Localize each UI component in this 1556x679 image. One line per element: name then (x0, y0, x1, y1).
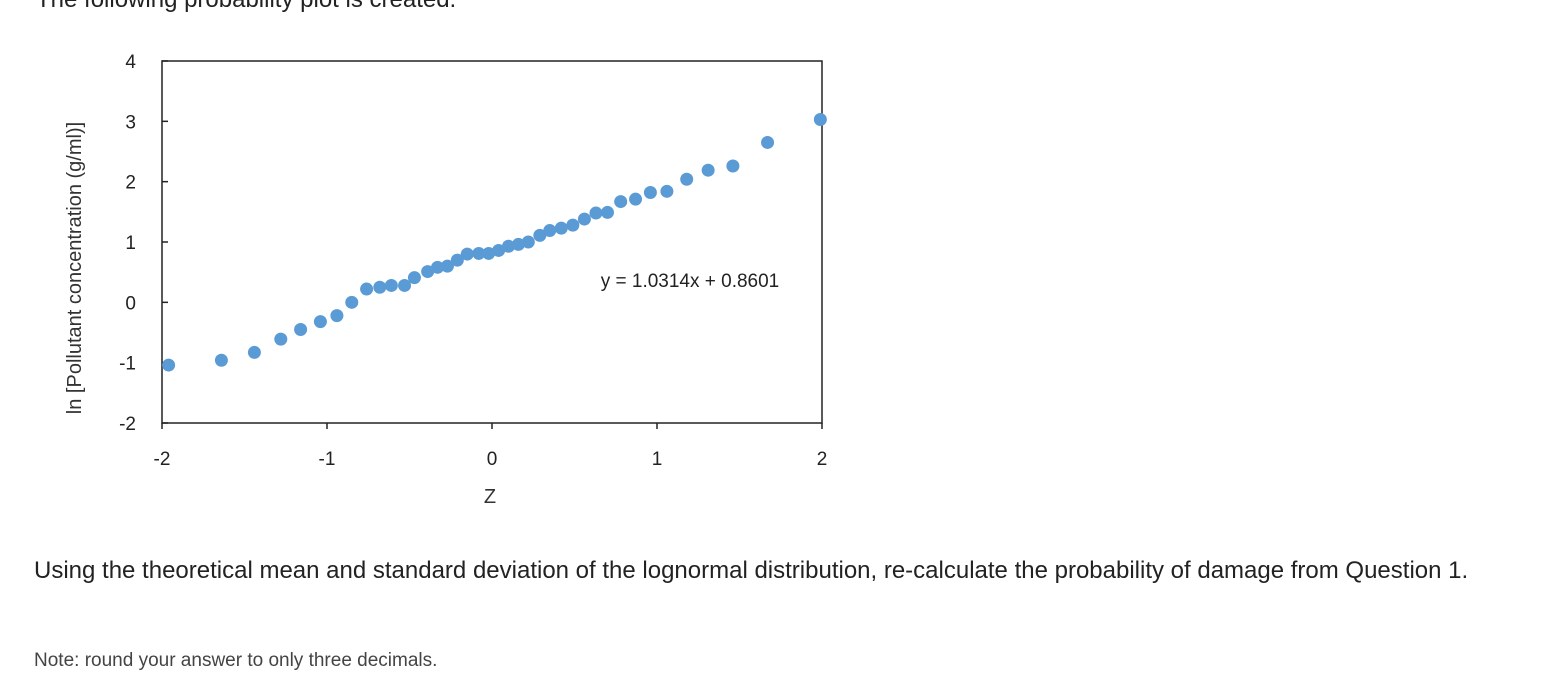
data-point (214, 353, 228, 367)
x-tick-label: 1 (652, 449, 663, 470)
data-point (589, 206, 603, 220)
data-point (294, 322, 308, 336)
x-axis-label: Z (484, 486, 496, 508)
data-point (660, 184, 674, 198)
data-point (162, 358, 176, 372)
data-point (472, 246, 486, 260)
data-point (492, 243, 506, 257)
x-tick-label: 0 (487, 449, 498, 470)
data-point (701, 163, 715, 177)
data-point (502, 239, 515, 253)
x-tick-label: -1 (319, 449, 336, 470)
y-tick-label: 2 (125, 173, 136, 194)
data-point (813, 113, 827, 127)
data-point (431, 260, 445, 274)
intro-text: The following probability plot is create… (36, 0, 456, 14)
data-point (521, 235, 535, 249)
data-point (440, 259, 454, 273)
data-point (554, 221, 568, 235)
data-point (680, 172, 694, 186)
data-point (407, 271, 421, 285)
data-point (450, 253, 464, 267)
x-tick-label: 2 (817, 449, 828, 470)
question-text: Using the theoretical mean and standard … (34, 557, 1469, 584)
y-tick-label: 4 (125, 52, 136, 73)
data-point (643, 186, 657, 200)
data-point (511, 237, 525, 251)
data-point (726, 159, 740, 173)
data-point (614, 195, 628, 209)
y-tick-label: -1 (119, 354, 136, 375)
data-point (543, 224, 557, 238)
data-point (360, 282, 374, 296)
y-axis-label: ln [Pollutant concentration (g/ml)] (64, 122, 86, 414)
data-point (460, 247, 474, 261)
y-tick-label: -2 (119, 414, 136, 435)
data-point (345, 295, 359, 309)
data-point (761, 135, 775, 149)
data-point (629, 192, 643, 206)
trendline-equation: y = 1.0314x + 0.8601 (601, 271, 780, 292)
y-tick-label: 0 (125, 293, 136, 314)
data-point (421, 265, 435, 279)
data-point (330, 309, 344, 323)
data-point (247, 345, 261, 359)
data-point (373, 280, 387, 294)
data-point (566, 218, 580, 232)
data-point (313, 315, 327, 329)
data-point (398, 278, 412, 292)
note-text: Note: round your answer to only three de… (34, 650, 438, 671)
data-point (533, 228, 547, 242)
y-tick-label: 3 (125, 112, 136, 133)
data-point (601, 205, 614, 219)
y-tick-label: 1 (125, 233, 136, 254)
data-point (274, 332, 288, 346)
data-point (482, 246, 496, 260)
data-point (577, 212, 591, 226)
data-point (384, 278, 398, 292)
x-tick-label: -2 (154, 449, 171, 470)
plot-area (161, 60, 823, 424)
